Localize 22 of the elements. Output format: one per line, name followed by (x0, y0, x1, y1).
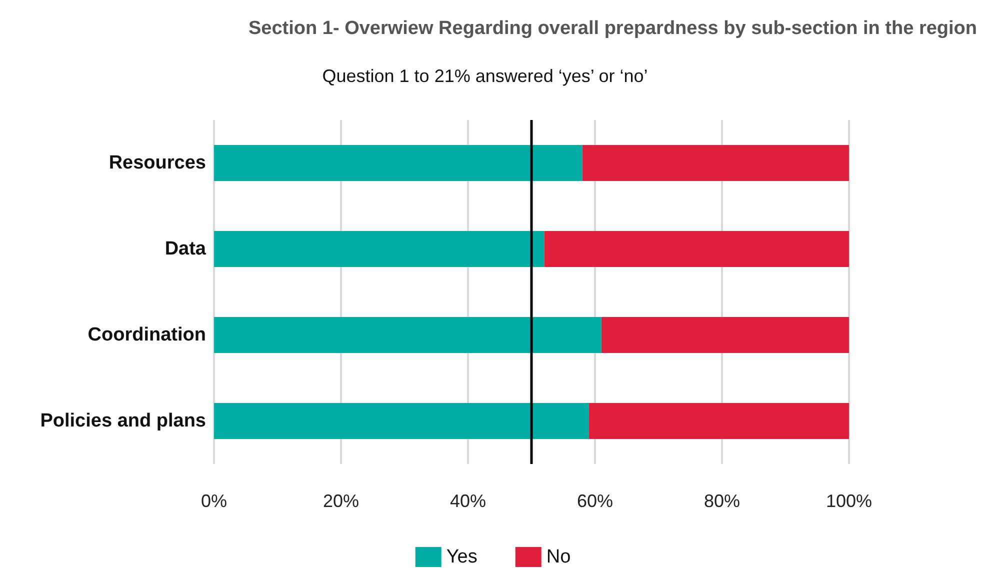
y-tick-label: Data (164, 238, 206, 260)
bar (214, 317, 602, 353)
x-tick-label: 20% (322, 491, 360, 511)
bar (582, 145, 849, 181)
x-tick-label: 100% (826, 491, 872, 511)
y-tick-label: Coordination (88, 324, 206, 346)
legend-label: Yes (446, 546, 478, 568)
x-tick-label: 40% (450, 491, 486, 511)
bar (601, 317, 849, 353)
legend-label: No (546, 546, 571, 568)
x-tick-label: 0% (200, 491, 228, 511)
chart-title: Section 1- Overwiew Regarding overall prepardness by sub-section in the region (248, 18, 978, 39)
bar (588, 403, 849, 439)
bar (214, 145, 582, 181)
y-tick-label: Resources (108, 152, 206, 174)
bar (214, 231, 544, 267)
y-tick-label: Policies and plans (40, 410, 206, 432)
bar (544, 231, 849, 267)
bar (214, 403, 589, 439)
chart-subtitle: Question 1 to 21% answered ‘yes’ or ‘no’ (322, 66, 648, 86)
x-tick-label: 80% (704, 491, 740, 511)
x-tick-label: 60% (576, 491, 614, 511)
